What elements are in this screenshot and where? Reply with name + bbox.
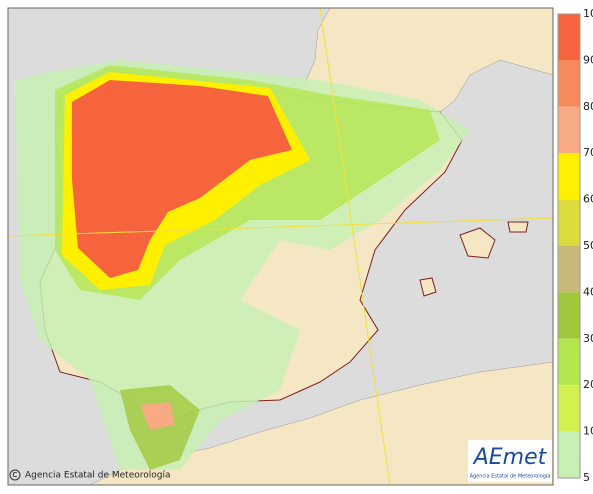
legend-label: 10 [583,7,593,20]
legend-label: 80 [583,100,593,113]
precip-south-orange [140,402,175,430]
legend-swatch [558,385,580,432]
legend-label: 40 [583,285,593,298]
legend-swatch [558,292,580,339]
legend-swatch [558,246,580,293]
legend-label: 60 [583,193,593,206]
legend-swatch [558,153,580,200]
legend: 10 90 80 70 60 50 40 30 20 10 5 [557,7,593,484]
legend-swatch [558,431,580,478]
meridians [7,7,554,486]
legend-label: 90 [583,53,593,66]
logo: AEmet Agencia Estatal de Meteorología [468,440,552,482]
legend-swatch [558,338,580,386]
menorca [507,221,529,233]
map-frame [7,7,554,486]
legend-swatch [558,14,580,61]
copyright-icon [9,469,21,481]
legend-label: 50 [583,239,593,252]
ibiza [419,277,437,297]
logo-text: AEmet [472,445,548,470]
map [7,7,554,486]
mallorca [459,227,496,259]
legend-label: 30 [583,332,593,345]
legend-label: 70 [583,146,593,159]
logo-subtitle: Agencia Estatal de Meteorología [470,473,551,480]
legend-label: 5 [583,471,590,484]
legend-swatch [558,106,580,154]
legend-label: 20 [583,378,593,391]
logo-box [468,440,552,482]
parallel [7,217,554,237]
meridian [319,7,391,486]
legend-frame [557,13,581,479]
credit-text: Agencia Estatal de Meteorología [25,471,171,481]
legend-label: 10 [583,425,593,438]
legend-swatch [558,199,580,246]
precip-red [72,80,292,278]
copyright-c: C [13,471,18,479]
legend-swatch [558,60,580,107]
credit: C Agencia Estatal de Meteorología [9,469,171,481]
